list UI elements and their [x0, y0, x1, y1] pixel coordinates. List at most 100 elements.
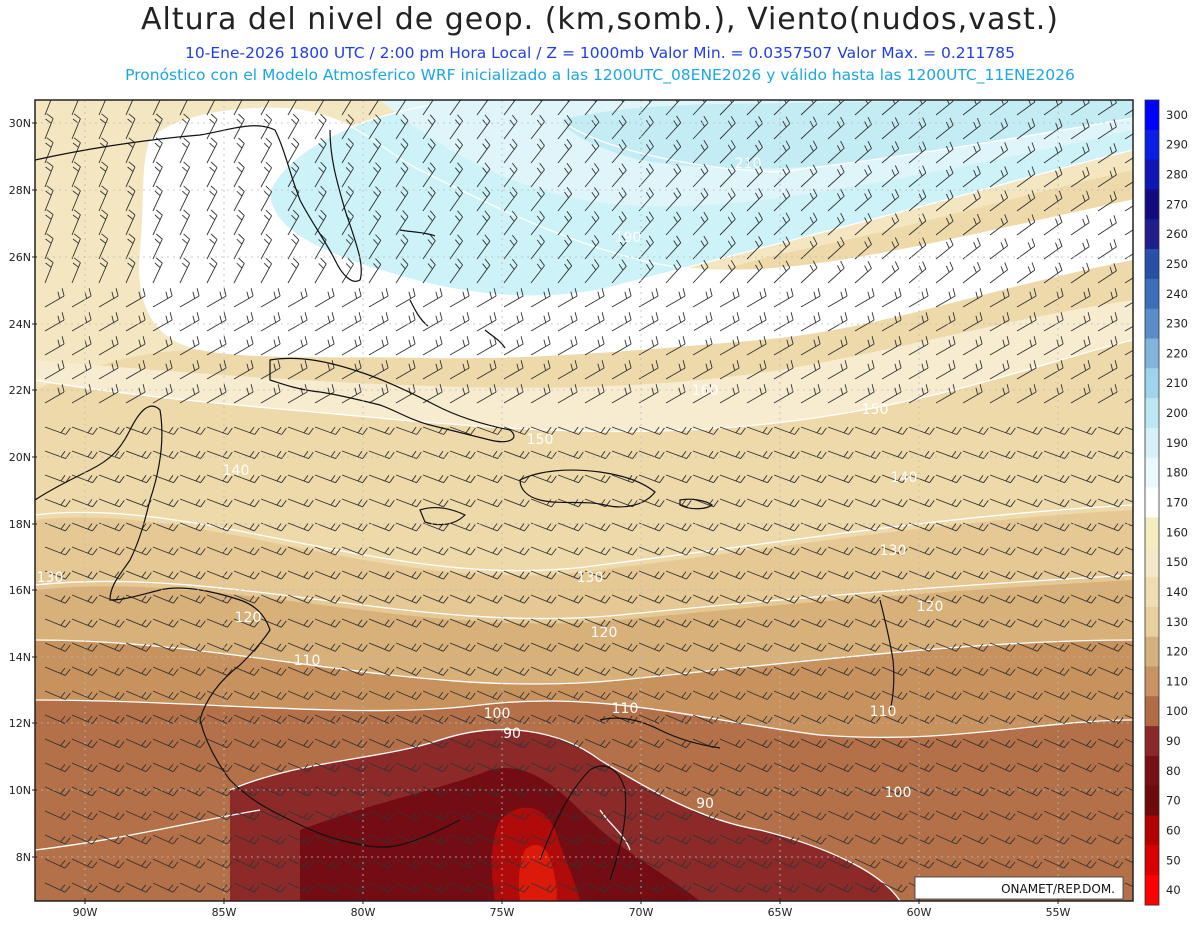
wind-barb: [476, 384, 497, 404]
wind-barb: [233, 185, 245, 212]
wind-barb: [179, 209, 191, 236]
wind-barb: [44, 786, 71, 797]
wind-barb: [503, 186, 518, 212]
wind-barb: [719, 116, 736, 140]
wind-barb: [773, 236, 791, 260]
wind-barb: [287, 546, 314, 556]
wind-barb: [233, 312, 254, 332]
wind-barb: [746, 546, 773, 556]
wind-barb: [71, 426, 98, 435]
wind-barb: [233, 288, 254, 308]
wind-barb: [152, 738, 179, 749]
lat-label: 22N: [9, 384, 31, 397]
wind-barb: [800, 594, 827, 604]
wind-barb: [125, 209, 136, 236]
wind-barb: [1124, 738, 1133, 743]
wind-barb: [314, 882, 341, 893]
wind-barb: [611, 115, 627, 140]
wind-barb: [611, 858, 638, 869]
wind-barb: [395, 810, 422, 821]
wind-barb: [71, 100, 79, 116]
wind-barb: [71, 570, 98, 580]
wind-barb: [476, 162, 491, 188]
wind-barb: [530, 762, 557, 773]
wind-barb: [422, 858, 449, 869]
contour-label: 120: [235, 610, 262, 626]
wind-barb: [638, 834, 665, 845]
wind-barb: [800, 450, 827, 460]
wind-barb: [1124, 762, 1133, 767]
wind-barb: [71, 113, 81, 140]
colorbar-swatch: [1145, 189, 1159, 220]
wind-barb: [233, 336, 254, 356]
wind-barb: [368, 138, 382, 164]
wind-barb: [638, 618, 665, 628]
wind-barb: [1124, 642, 1133, 647]
wind-barb: [989, 214, 1009, 236]
wind-barb: [503, 762, 530, 773]
wind-barb: [1097, 762, 1124, 773]
wind-barb: [314, 137, 327, 164]
wind-barb: [800, 212, 818, 236]
wind-barb: [557, 426, 584, 435]
wind-barb: [314, 570, 341, 580]
wind-barb: [152, 498, 179, 508]
wind-barb: [746, 858, 773, 869]
wind-barb: [368, 336, 389, 356]
colorbar-label: 170: [1166, 496, 1188, 510]
wind-barb: [503, 666, 530, 676]
wind-barb: [341, 336, 362, 356]
wind-barb: [206, 618, 233, 628]
wind-barb: [341, 570, 368, 580]
wind-barb: [530, 642, 557, 652]
wind-barb: [1070, 546, 1097, 556]
wind-barb: [98, 642, 125, 652]
wind-barb: [260, 738, 287, 749]
wind-barb: [341, 618, 368, 628]
wind-barb: [584, 738, 611, 749]
wind-barb: [800, 858, 827, 869]
wind-barb: [206, 810, 233, 821]
wind-barb: [557, 139, 573, 164]
wind-barb: [881, 546, 908, 556]
wind-barb: [1016, 166, 1036, 188]
wind-barb: [1070, 642, 1097, 652]
wind-barb: [368, 810, 395, 821]
wind-barb: [206, 137, 218, 164]
wind-barb: [557, 360, 578, 380]
wind-barb: [719, 882, 746, 893]
wind-barb: [44, 882, 71, 893]
wind-barb: [314, 474, 341, 484]
wind-barb: [1043, 810, 1070, 821]
colorbar-swatch: [1145, 219, 1159, 250]
wind-barb: [665, 522, 692, 532]
wind-barb: [854, 594, 881, 604]
wind-barb: [233, 738, 260, 749]
wind-barb: [476, 858, 503, 869]
wind-barb: [206, 100, 216, 116]
wind-barb: [287, 233, 300, 260]
wind-barb: [71, 762, 98, 773]
wind-barb: [1043, 522, 1070, 532]
wind-barb: [152, 257, 163, 284]
wind-barb: [287, 522, 314, 532]
colorbar-swatch: [1145, 755, 1159, 787]
wind-barb: [314, 450, 341, 460]
colorbar-label: 230: [1166, 317, 1188, 331]
wind-barb: [341, 100, 352, 116]
wind-barb: [1070, 690, 1097, 700]
wind-barb: [368, 666, 395, 676]
wind-barb: [287, 810, 314, 821]
wind-barb: [233, 113, 245, 140]
wind-barb: [206, 474, 233, 484]
wind-barb: [341, 594, 368, 604]
wind-barb: [1124, 498, 1133, 503]
wind-barb: [1124, 546, 1133, 551]
wind-barb: [179, 498, 206, 508]
wind-barb: [638, 762, 665, 773]
wind-barb: [584, 259, 600, 284]
wind-barb: [287, 209, 300, 236]
wind-barb: [314, 834, 341, 845]
wind-barb: [98, 185, 109, 212]
wind-barb: [881, 288, 902, 308]
